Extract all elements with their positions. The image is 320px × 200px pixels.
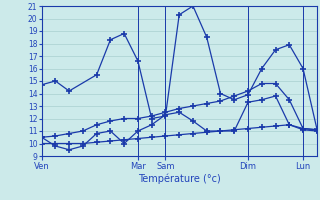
X-axis label: Température (°c): Température (°c) [138, 173, 220, 184]
